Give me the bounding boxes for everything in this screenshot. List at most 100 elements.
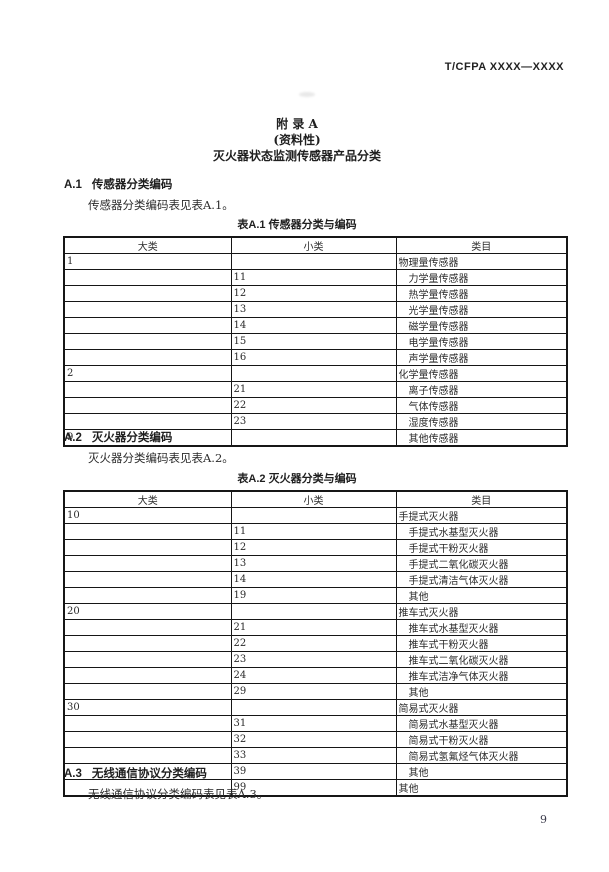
column-header: 大类	[63, 236, 232, 254]
major-class-cell	[63, 587, 232, 604]
major-class-cell: 1	[63, 253, 232, 270]
major-class-cell	[63, 333, 232, 350]
appendix-title: 附 录 A	[276, 117, 318, 131]
major-class-cell	[63, 715, 232, 732]
table-row: 24 推车式洁净气体灭火器	[63, 667, 568, 684]
minor-class-cell: 16	[230, 349, 397, 366]
category-cell: 推车式二氧化碳灭火器	[395, 651, 568, 668]
category-cell: 力学量传感器	[395, 269, 568, 286]
sensor-classification-table: 大类 小类 类目 1 物理量传感器 11 力学量传感器 12 热学量传感器 13 光学量传感器 14 磁…	[63, 236, 568, 447]
table-row: 31 简易式水基型灭火器	[63, 715, 568, 732]
major-class-cell: 30	[63, 699, 232, 716]
extinguisher-classification-table: 大类 小类 类目 10 手提式灭火器 11 手提式水基型灭火器 12 手提式干粉灭火器 13 手提式…	[63, 490, 568, 797]
major-class-cell: 10	[63, 507, 232, 524]
minor-class-cell: 29	[230, 683, 397, 700]
section-heading-a1: A.1 传感器分类编码	[64, 176, 172, 192]
minor-class-cell: 23	[230, 413, 397, 430]
major-class-cell	[63, 667, 232, 684]
major-class-cell	[63, 269, 232, 286]
table-row: 33 简易式氢氟烃气体灭火器	[63, 747, 568, 764]
table-row: 39 其他	[63, 763, 568, 780]
table-caption-a1: 表A.1 传感器分类与编码	[237, 219, 357, 231]
section-title: 传感器分类编码	[91, 179, 173, 191]
minor-class-cell: 22	[230, 635, 397, 652]
major-class-cell	[63, 285, 232, 302]
category-cell: 简易式干粉灭火器	[395, 731, 568, 748]
minor-class-cell	[230, 253, 397, 270]
section-title: 灭火器分类编码	[91, 432, 173, 444]
category-cell: 手提式水基型灭火器	[395, 523, 568, 540]
category-cell: 简易式水基型灭火器	[395, 715, 568, 732]
table-row: 10 手提式灭火器	[63, 507, 568, 524]
section-number: A.2	[64, 432, 82, 444]
category-cell: 电学量传感器	[395, 333, 568, 350]
major-class-cell	[63, 571, 232, 588]
section-number: A.1	[64, 179, 82, 191]
column-header: 大类	[63, 490, 232, 508]
table-row: 19 其他	[63, 587, 568, 604]
column-header: 类目	[395, 236, 568, 254]
minor-class-cell	[230, 429, 397, 447]
table-row: 23 湿度传感器	[63, 413, 568, 430]
section-paragraph-a2: 灭火器分类编码表见表A.2。	[88, 451, 234, 465]
minor-class-cell	[230, 365, 397, 382]
minor-class-cell: 22	[230, 397, 397, 414]
minor-class-cell: 32	[230, 731, 397, 748]
category-cell: 光学量传感器	[395, 301, 568, 318]
category-cell: 其他	[395, 587, 568, 604]
category-cell: 其他	[395, 683, 568, 700]
major-class-cell	[63, 413, 232, 430]
table-row: 14 手提式清洁气体灭火器	[63, 571, 568, 588]
appendix-title-block: 附 录 A (资料性) 灭火器状态监测传感器产品分类	[0, 116, 594, 164]
table-row: 1 物理量传感器	[63, 253, 568, 270]
table-row: 13 手提式二氧化碳灭火器	[63, 555, 568, 572]
category-cell: 推车式洁净气体灭火器	[395, 667, 568, 684]
minor-class-cell: 12	[230, 285, 397, 302]
minor-class-cell	[230, 699, 397, 716]
minor-class-cell: 23	[230, 651, 397, 668]
minor-class-cell: 11	[230, 269, 397, 286]
table-row: 2 化学量传感器	[63, 365, 568, 382]
minor-class-cell: 14	[230, 571, 397, 588]
category-cell: 其他传感器	[395, 429, 568, 447]
major-class-cell	[63, 301, 232, 318]
major-class-cell	[63, 317, 232, 334]
major-class-cell	[63, 651, 232, 668]
column-header: 类目	[395, 490, 568, 508]
category-cell: 湿度传感器	[395, 413, 568, 430]
major-class-cell	[63, 555, 232, 572]
table-header-row: 大类 小类 类目	[63, 236, 568, 254]
section-number: A.3	[64, 768, 82, 780]
minor-class-cell	[230, 603, 397, 620]
table-row: 32 简易式干粉灭火器	[63, 731, 568, 748]
table-row: 21 推车式水基型灭火器	[63, 619, 568, 636]
section-heading-a2: A.2 灭火器分类编码	[64, 429, 172, 445]
category-cell: 简易式氢氟烃气体灭火器	[395, 747, 568, 764]
major-class-cell	[63, 683, 232, 700]
category-cell: 磁学量传感器	[395, 317, 568, 334]
minor-class-cell: 33	[230, 747, 397, 764]
table-row: 20 推车式灭火器	[63, 603, 568, 620]
major-class-cell	[63, 635, 232, 652]
category-cell: 其他	[395, 779, 568, 797]
table-row: 11 手提式水基型灭火器	[63, 523, 568, 540]
category-cell: 手提式二氧化碳灭火器	[395, 555, 568, 572]
table-row: 11 力学量传感器	[63, 269, 568, 286]
category-cell: 热学量传感器	[395, 285, 568, 302]
minor-class-cell: 31	[230, 715, 397, 732]
category-cell: 手提式干粉灭火器	[395, 539, 568, 556]
major-class-cell	[63, 523, 232, 540]
table-row: 15 电学量传感器	[63, 333, 568, 350]
category-cell: 推车式灭火器	[395, 603, 568, 620]
major-class-cell: 2	[63, 365, 232, 382]
table-row: 21 离子传感器	[63, 381, 568, 398]
table-caption-a2: 表A.2 灭火器分类与编码	[237, 473, 357, 485]
major-class-cell	[63, 619, 232, 636]
appendix-subject: 灭火器状态监测传感器产品分类	[212, 149, 381, 163]
minor-class-cell: 21	[230, 381, 397, 398]
document-code: T/CFPA XXXX—XXXX	[444, 61, 564, 73]
table-row: 99 其他	[63, 779, 568, 797]
table-row: 12 热学量传感器	[63, 285, 568, 302]
table-row: 22 推车式干粉灭火器	[63, 635, 568, 652]
minor-class-cell: 14	[230, 317, 397, 334]
